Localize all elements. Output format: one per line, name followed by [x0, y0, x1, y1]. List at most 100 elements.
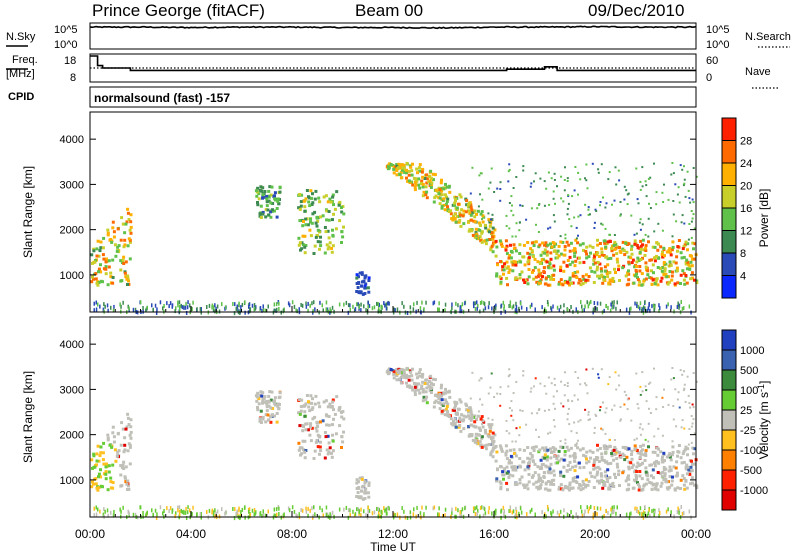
power-cell [636, 301, 638, 306]
velocity-cell [616, 450, 620, 454]
velocity-cell [611, 505, 613, 510]
velocity-cell [558, 513, 561, 518]
power-cell [635, 232, 638, 235]
velocity-cell [532, 445, 536, 449]
velocity-cell [273, 414, 276, 418]
power-cell [360, 271, 364, 275]
power-cell [581, 274, 585, 278]
power-cell [632, 281, 636, 285]
power-cell [312, 309, 314, 314]
velocity-cell [691, 403, 694, 406]
velocity-cell [104, 509, 106, 514]
power-cell [685, 281, 689, 285]
velocity-cell [311, 397, 314, 401]
power-cell [633, 239, 637, 243]
power-cell [578, 261, 582, 265]
power-cell [608, 171, 611, 174]
power-cell [330, 246, 333, 250]
noise-left-tick-high: 10^5 [54, 24, 78, 36]
velocity-cell [311, 406, 315, 410]
power-cell [363, 284, 367, 288]
power-cell [179, 308, 181, 313]
velocity-cell [644, 438, 647, 441]
power-cell [661, 255, 665, 259]
power-cell [232, 302, 234, 306]
velocity-cell [273, 507, 276, 512]
velocity-cell [499, 393, 502, 395]
power-cell [615, 252, 619, 256]
power-cell [262, 308, 265, 313]
power-cell [261, 194, 265, 198]
velocity-cell [185, 506, 187, 511]
power-cell [508, 227, 511, 230]
velocity-cell [321, 419, 325, 423]
velocity-cell [539, 458, 543, 462]
power-cell [444, 186, 447, 190]
velocity-cell [683, 448, 687, 452]
power-cell [650, 269, 653, 273]
velocity-cell [661, 455, 664, 459]
power-cell [200, 307, 202, 311]
power-cell [616, 245, 620, 249]
power-cell [93, 308, 95, 313]
velocity-cell [275, 420, 279, 424]
power-cell [644, 180, 647, 183]
velocity-cell [453, 408, 456, 412]
power-cell [464, 301, 466, 306]
velocity-cell [583, 513, 585, 517]
power-cell [465, 199, 469, 203]
velocity-cell [678, 406, 681, 409]
power-cell [300, 303, 302, 307]
power-cell [312, 252, 316, 255]
power-cell [417, 183, 421, 187]
power-cell [314, 221, 318, 225]
velocity-cell [631, 463, 635, 467]
power-cell [398, 172, 402, 176]
velocity-cell [503, 509, 505, 514]
power-cell [677, 239, 681, 242]
velocity-cell [514, 440, 517, 443]
velocity-cell [571, 465, 575, 469]
velocity-ytick-label: 4000 [60, 339, 84, 351]
velocity-cell [547, 471, 551, 475]
velocity-cell [174, 514, 176, 519]
power-cell [107, 259, 111, 263]
velocity-cell [155, 516, 158, 520]
power-cell [633, 233, 636, 236]
power-cell [322, 308, 324, 313]
power-cell [559, 269, 563, 273]
velocity-cell [474, 436, 478, 440]
power-cell [391, 164, 395, 167]
power-cell [627, 255, 631, 259]
velocity-cell [309, 394, 313, 398]
velocity-cell [600, 458, 604, 462]
velocity-cell [483, 444, 487, 448]
velocity-cell [300, 508, 302, 512]
power-cell [510, 209, 513, 212]
velocity-cell [672, 405, 675, 407]
velocity-cell [108, 443, 112, 447]
power-cell [665, 275, 669, 279]
velocity-cell [499, 386, 502, 389]
velocity-cell [467, 414, 470, 418]
power-cell [602, 196, 604, 199]
power-cell [512, 304, 515, 309]
velocity-cell [613, 452, 617, 456]
power-cell [355, 290, 359, 293]
power-cell [276, 307, 278, 312]
velocity-cell [94, 477, 98, 481]
power-cell [394, 308, 396, 313]
time-tick-label: 12:00 [378, 527, 408, 541]
velocity-cell [610, 507, 612, 512]
velocity-cell [474, 512, 477, 516]
power-cell [530, 249, 534, 253]
power-cell [103, 302, 105, 307]
velocity-cell [624, 479, 628, 483]
power-cell [273, 209, 276, 213]
power-cell [514, 263, 518, 267]
velocity-cell [328, 402, 332, 406]
velocity-cell [545, 514, 547, 519]
velocity-cell [122, 460, 126, 464]
velocity-cell [116, 432, 120, 436]
power-cell [617, 169, 620, 172]
